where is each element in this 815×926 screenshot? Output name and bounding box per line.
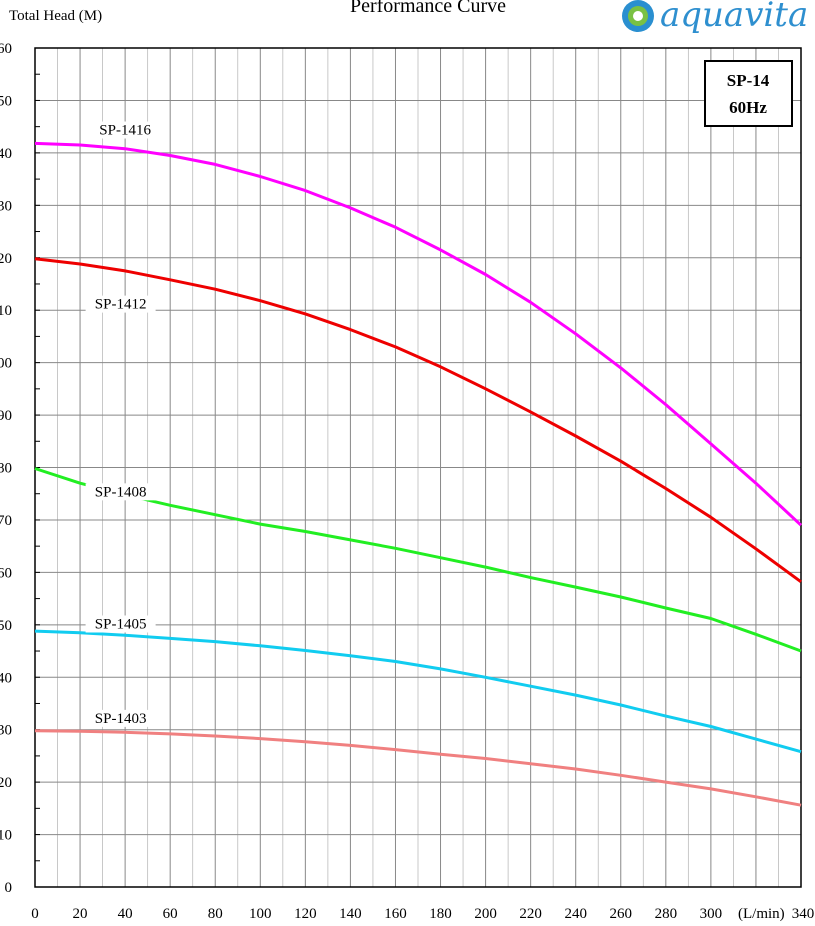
- model-box-frame: [704, 60, 793, 127]
- y-tick-label: 140: [0, 146, 12, 162]
- y-tick-label: 120: [0, 251, 12, 267]
- x-tick-label: 40: [118, 906, 133, 922]
- y-tick-label: 80: [0, 461, 12, 477]
- x-tick-label: 280: [655, 906, 678, 922]
- y-tick-label: 150: [0, 93, 12, 109]
- y-tick-label: 50: [0, 618, 12, 634]
- y-tick-label: 20: [0, 775, 12, 791]
- x-tick-label: 80: [208, 906, 223, 922]
- model-box: SP-14 60Hz: [704, 60, 793, 127]
- aquavita-logo: aquavita: [622, 0, 808, 35]
- x-tick-label: 200: [474, 906, 497, 922]
- tick-labels: 0 10 20 30 40 50 60 70 80 90 100 110 120 130 140 150 160…: [0, 41, 814, 922]
- x-tick-label: 220: [519, 906, 542, 922]
- x-tick-label: 20: [73, 906, 88, 922]
- logo-text: aquavita: [660, 0, 808, 35]
- y-tick-label: 60: [0, 565, 12, 581]
- plot-frame: [34, 47, 802, 888]
- x-tick-label: 300: [700, 906, 723, 922]
- chart-title: Performance Curve: [350, 0, 506, 17]
- x-tick-label: 160: [384, 906, 407, 922]
- series-line-sp-1403: [34, 729, 802, 807]
- model-name: SP-14: [727, 71, 770, 90]
- series-label-bg: [85, 615, 156, 633]
- series-label-sp-1408: SP-1408: [95, 484, 147, 500]
- series-layer: [34, 141, 803, 807]
- series-label-bg: [85, 295, 156, 313]
- series-line-sp-1405: [34, 629, 802, 754]
- y-tick-label: 130: [0, 198, 12, 214]
- x-tick-label: 140: [339, 906, 362, 922]
- y-tick-label: 110: [0, 303, 12, 319]
- series-label-bg: [85, 709, 156, 727]
- y-tick-label: 30: [0, 723, 12, 739]
- y-tick-label: 90: [0, 408, 12, 424]
- y-tick-label: 70: [0, 513, 12, 529]
- y-tick-label: 100: [0, 356, 12, 372]
- series-label-sp-1405: SP-1405: [95, 616, 147, 632]
- y-tick-label: 40: [0, 670, 12, 686]
- y-tick-label: 0: [5, 880, 13, 896]
- model-frequency: 60Hz: [729, 98, 767, 117]
- x-tick-label: 240: [564, 906, 587, 922]
- x-tick-label: 60: [163, 906, 178, 922]
- series-line-sp-1408: [34, 467, 802, 653]
- y-tick-label: 160: [0, 41, 12, 57]
- x-tick-label: 100: [249, 906, 272, 922]
- x-tick-label: 340: [792, 906, 815, 922]
- series-label-sp-1412: SP-1412: [95, 297, 147, 313]
- series-label-bg: [85, 483, 156, 501]
- series-label-bg: [90, 121, 161, 139]
- grid: [34, 47, 802, 888]
- y-tick-label: 10: [0, 828, 12, 844]
- series-label-sp-1416: SP-1416: [99, 123, 151, 139]
- series-line-sp-1416: [34, 141, 803, 527]
- x-tick-label: 260: [610, 906, 633, 922]
- x-tick-label: 180: [429, 906, 452, 922]
- series-labels: SP-1416 SP-1412 SP-1408 SP-1405 SP-1403: [85, 121, 161, 727]
- x-axis-label: (L/min): [738, 906, 785, 922]
- y-axis-label: Total Head (M): [9, 8, 102, 24]
- series-label-sp-1403: SP-1403: [95, 711, 147, 727]
- series-line-sp-1412: [34, 257, 802, 584]
- x-tick-label: 0: [31, 906, 39, 922]
- x-tick-label: 120: [294, 906, 317, 922]
